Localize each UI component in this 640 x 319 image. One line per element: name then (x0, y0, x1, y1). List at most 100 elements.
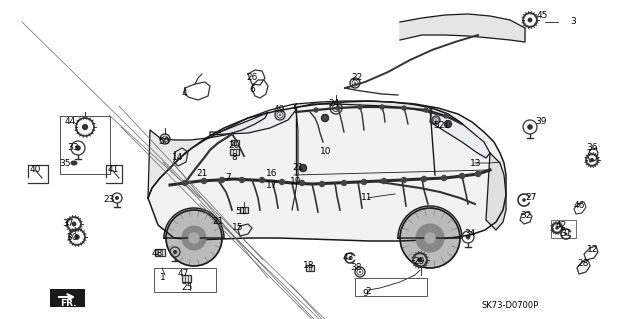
Circle shape (422, 176, 426, 182)
Text: 25: 25 (181, 284, 193, 293)
Polygon shape (400, 14, 525, 42)
Bar (230, 149, 239, 155)
Text: 45: 45 (536, 11, 548, 19)
Circle shape (182, 181, 188, 186)
Circle shape (239, 177, 244, 182)
Circle shape (202, 179, 207, 183)
Text: 20: 20 (228, 140, 240, 150)
Circle shape (182, 226, 206, 250)
Text: FR.: FR. (60, 299, 77, 308)
Text: 10: 10 (320, 147, 332, 157)
Polygon shape (148, 112, 268, 198)
Text: 16: 16 (266, 169, 278, 179)
Text: 40: 40 (29, 166, 41, 174)
Text: 4: 4 (181, 88, 187, 98)
Text: 15: 15 (232, 222, 244, 232)
Circle shape (336, 106, 340, 110)
Bar (231, 139, 239, 145)
Polygon shape (398, 206, 462, 238)
Text: 21: 21 (438, 122, 450, 130)
Circle shape (358, 105, 362, 109)
Text: 32: 32 (520, 211, 532, 220)
Circle shape (402, 106, 406, 110)
Circle shape (527, 18, 532, 22)
Text: 22: 22 (351, 73, 363, 83)
Text: 43: 43 (342, 254, 354, 263)
Circle shape (424, 108, 428, 112)
Circle shape (280, 180, 285, 184)
Circle shape (400, 208, 460, 268)
Text: 24: 24 (328, 100, 340, 108)
Polygon shape (486, 153, 506, 230)
Text: 48: 48 (151, 249, 163, 258)
Text: 8: 8 (231, 152, 237, 161)
Text: 44: 44 (65, 117, 76, 127)
Circle shape (590, 158, 594, 162)
Text: 29: 29 (413, 257, 425, 266)
Polygon shape (210, 104, 296, 135)
Circle shape (444, 114, 448, 118)
Text: 28: 28 (577, 258, 589, 268)
Text: 9: 9 (362, 290, 368, 299)
Text: 33: 33 (67, 143, 79, 152)
Circle shape (416, 224, 444, 252)
Text: 5: 5 (433, 122, 439, 130)
Text: 3: 3 (570, 18, 576, 26)
Text: 51: 51 (236, 206, 247, 216)
Bar (551, 220, 576, 238)
Circle shape (259, 177, 264, 182)
Bar (240, 207, 248, 213)
Bar (155, 249, 165, 256)
Circle shape (189, 233, 199, 243)
Circle shape (173, 250, 177, 254)
Text: 12: 12 (588, 244, 598, 254)
Circle shape (321, 115, 328, 122)
Text: 27: 27 (525, 192, 537, 202)
Text: 41: 41 (108, 166, 118, 174)
Polygon shape (294, 101, 460, 122)
Text: 35: 35 (60, 159, 71, 167)
Text: 49: 49 (273, 106, 285, 115)
Polygon shape (164, 208, 224, 238)
Circle shape (362, 180, 367, 184)
Text: 21: 21 (196, 168, 208, 177)
Circle shape (279, 114, 281, 116)
Circle shape (300, 181, 305, 186)
Circle shape (476, 172, 481, 176)
Text: 14: 14 (172, 152, 184, 161)
Circle shape (335, 107, 337, 109)
Text: 6: 6 (249, 85, 255, 94)
Circle shape (401, 177, 406, 182)
Circle shape (354, 82, 356, 84)
Circle shape (342, 181, 346, 186)
Circle shape (425, 233, 435, 243)
Text: 38: 38 (350, 263, 362, 272)
Circle shape (564, 233, 568, 235)
Bar (154, 268, 216, 292)
Circle shape (417, 257, 422, 263)
Circle shape (220, 177, 225, 182)
Bar (355, 278, 427, 296)
Circle shape (380, 105, 384, 109)
Circle shape (166, 210, 222, 266)
Text: 30: 30 (67, 233, 77, 241)
Text: 21: 21 (292, 164, 304, 173)
Text: 47: 47 (177, 270, 189, 278)
Circle shape (82, 124, 88, 130)
Text: 39: 39 (535, 116, 547, 125)
Circle shape (445, 121, 451, 128)
Text: 31: 31 (560, 229, 572, 239)
Text: 50: 50 (158, 137, 170, 145)
Circle shape (115, 196, 119, 200)
Circle shape (300, 165, 307, 172)
Circle shape (556, 226, 559, 230)
Circle shape (522, 198, 526, 202)
Circle shape (466, 234, 470, 239)
Circle shape (442, 175, 447, 181)
Text: 7: 7 (225, 173, 231, 182)
Text: 36: 36 (586, 143, 598, 152)
Text: 21: 21 (212, 218, 224, 226)
Bar (182, 275, 191, 281)
Text: 19: 19 (291, 176, 301, 186)
Circle shape (349, 256, 351, 259)
